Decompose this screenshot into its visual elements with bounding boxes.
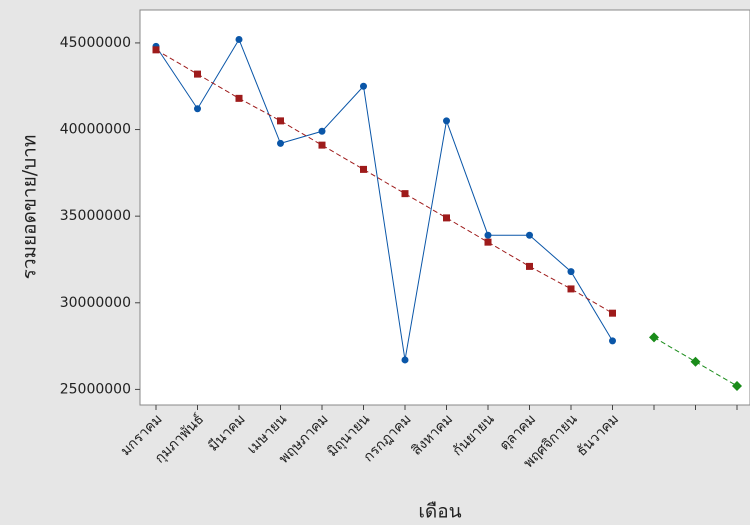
point <box>567 285 575 293</box>
y-tick-label: 40000000 <box>60 122 131 138</box>
point <box>318 141 326 149</box>
point <box>360 165 367 173</box>
point <box>484 231 492 239</box>
point <box>401 190 409 198</box>
series-line <box>155 49 613 314</box>
point <box>194 70 201 78</box>
x-axis-title: เดือน <box>418 501 461 523</box>
x-tick-label: มีนาคม <box>205 411 248 454</box>
point <box>690 356 701 367</box>
point <box>360 82 367 90</box>
y-tick-label: 35000000 <box>60 208 131 224</box>
point <box>235 35 243 43</box>
point <box>567 268 575 276</box>
point <box>194 105 201 113</box>
point <box>318 127 326 135</box>
point <box>235 94 243 102</box>
point <box>277 139 284 147</box>
point <box>401 356 409 364</box>
x-tick-label: สิงหาคม <box>409 411 456 458</box>
y-tick-label: 45000000 <box>60 35 131 51</box>
y-axis-title: รวมยอดขาย/บาท <box>19 135 41 280</box>
series-line <box>155 38 613 361</box>
point <box>526 262 533 270</box>
point <box>277 117 284 125</box>
point <box>152 46 160 54</box>
point <box>443 117 450 125</box>
point <box>484 238 492 246</box>
plot-area <box>139 9 750 406</box>
point <box>526 231 533 239</box>
y-tick-label: 30000000 <box>60 295 131 311</box>
point <box>732 380 742 391</box>
point <box>609 309 616 317</box>
x-tick-label: ธันวาคม <box>574 411 622 459</box>
x-tick-label: กันยายน <box>450 411 498 459</box>
point <box>649 332 659 343</box>
point <box>443 214 450 222</box>
point <box>609 337 616 345</box>
y-tick-label: 25000000 <box>60 381 131 397</box>
